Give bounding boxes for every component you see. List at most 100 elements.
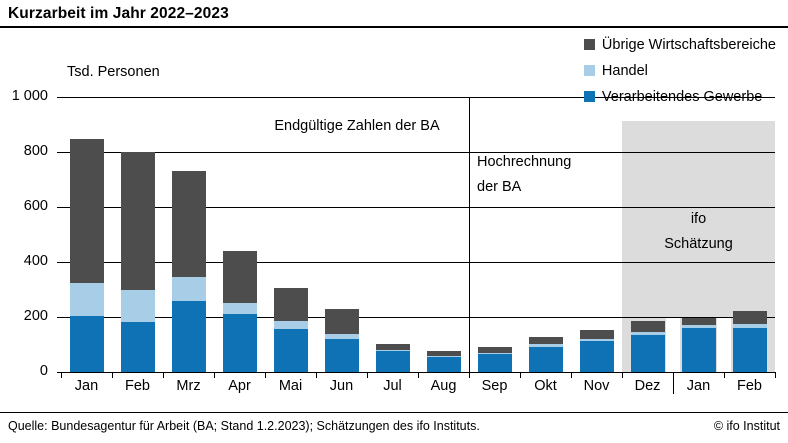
bar-segment-jan-12 <box>681 325 716 329</box>
annotation-ifo-estimate-line2: Schätzung <box>664 236 733 252</box>
legend-item-0: Übrige Wirtschaftsbereiche <box>583 36 776 53</box>
month-label: Dez <box>634 378 661 394</box>
title-divider-line <box>0 26 788 28</box>
legend-label: Übrige Wirtschaftsbereiche <box>601 36 776 53</box>
month-tick <box>61 372 62 378</box>
bar-segment-mai-4 <box>273 329 308 372</box>
bar-segment-apr-3 <box>222 314 257 372</box>
month-tick <box>163 372 164 378</box>
bar-segment-nov-10 <box>579 330 614 339</box>
month-tick <box>571 372 572 378</box>
annotation-ifo-estimate: ifo Schätzung <box>622 207 775 257</box>
bar-segment-jun-5 <box>324 339 359 372</box>
bar-segment-jan-12 <box>681 328 716 372</box>
bar-segment-jan-0 <box>69 283 104 316</box>
bar-segment-dez-11 <box>630 335 665 372</box>
bar-segment-jan-12 <box>681 318 716 326</box>
bar-segment-jan-0 <box>69 139 104 284</box>
bar-segment-nov-10 <box>579 338 614 341</box>
legend-swatch-icon <box>583 91 595 102</box>
bar-segment-okt-9 <box>528 337 563 345</box>
month-label: Jul <box>383 378 402 394</box>
bar-segment-feb-13 <box>732 323 767 328</box>
month-tick <box>316 372 317 378</box>
legend-label: Verarbeitendes Gewerbe <box>601 88 763 105</box>
gridline <box>57 316 775 318</box>
month-label: Jan <box>686 378 711 394</box>
source-note: Quelle: Bundesagentur für Arbeit (BA; St… <box>8 419 480 433</box>
month-tick <box>622 372 623 378</box>
bar-segment-jun-5 <box>324 308 359 334</box>
bar-segment-aug-7 <box>426 357 461 372</box>
month-label: Apr <box>228 378 251 394</box>
bar-segment-jun-5 <box>324 333 359 340</box>
month-label: Mai <box>278 378 303 394</box>
x-axis-line <box>57 371 775 373</box>
legend-swatch-icon <box>583 39 595 50</box>
bar-segment-apr-3 <box>222 250 257 303</box>
gridline <box>57 261 775 263</box>
bar-segment-sep-8 <box>477 352 512 355</box>
y-axis-unit-label: Tsd. Personen <box>67 64 160 80</box>
annotation-extrapolation-line1: Hochrechnung <box>477 154 572 170</box>
annotation-final-figures: Endgültige Zahlen der BA <box>274 118 440 134</box>
estimate-region-gap <box>717 318 731 372</box>
month-tick <box>775 372 776 378</box>
bar-segment-sep-8 <box>477 347 512 353</box>
bar-segment-dez-11 <box>630 332 665 336</box>
copyright-note: © ifo Institut <box>713 419 780 433</box>
month-tick <box>418 372 419 378</box>
bar-segment-jul-6 <box>375 344 410 350</box>
y-tick-label: 800 <box>23 142 48 159</box>
bar-segment-jan-0 <box>69 315 104 372</box>
chart-title: Kurzarbeit im Jahr 2022–2023 <box>8 5 229 22</box>
month-tick <box>520 372 521 378</box>
month-label: Feb <box>125 378 150 394</box>
month-tick <box>673 372 674 378</box>
annotation-ifo-estimate-line1: ifo <box>690 211 707 227</box>
bar-segment-mrz-2 <box>171 276 206 301</box>
gridline <box>57 151 775 153</box>
bar-segment-mai-4 <box>273 287 308 322</box>
bar-segment-aug-7 <box>426 351 461 356</box>
month-tick <box>469 372 470 378</box>
bar-segment-sep-8 <box>477 354 512 372</box>
month-tick <box>724 372 725 378</box>
bar-segment-feb-13 <box>732 327 767 372</box>
legend: Übrige Wirtschaftsbereiche Handel Verarbei… <box>583 36 776 105</box>
y-tick-label: 200 <box>23 307 48 324</box>
year-divider-line <box>672 372 674 394</box>
annotation-extrapolation: Hochrechnung der BA <box>477 150 571 200</box>
month-label: Jun <box>329 378 354 394</box>
bar-segment-feb-1 <box>120 289 155 323</box>
legend-item-1: Handel <box>583 62 776 79</box>
bar-segment-feb-1 <box>120 151 155 290</box>
gridline <box>57 96 775 98</box>
y-tick-label: 400 <box>23 252 48 269</box>
bar-segment-okt-9 <box>528 346 563 372</box>
bar-segment-apr-3 <box>222 302 257 315</box>
bar-segment-dez-11 <box>630 321 665 333</box>
annotation-extrapolation-line2: der BA <box>477 179 522 195</box>
bar-segment-aug-7 <box>426 356 461 358</box>
month-tick <box>265 372 266 378</box>
bar-segment-feb-1 <box>120 322 155 372</box>
y-tick-label: 1 000 <box>11 87 48 104</box>
month-label: Nov <box>583 378 610 394</box>
month-label: Mrz <box>176 378 201 394</box>
ba-divider-line <box>468 96 470 372</box>
month-tick <box>367 372 368 378</box>
legend-label: Handel <box>601 62 648 79</box>
month-tick <box>112 372 113 378</box>
gridline <box>57 206 775 208</box>
y-tick-label: 0 <box>39 363 48 379</box>
bar-segment-mai-4 <box>273 321 308 330</box>
bar-segment-feb-13 <box>732 311 767 324</box>
bar-segment-jul-6 <box>375 349 410 352</box>
bar-segment-nov-10 <box>579 340 614 372</box>
footer-divider-line <box>0 412 788 413</box>
legend-item-2: Verarbeitendes Gewerbe <box>583 88 776 105</box>
month-label: Sep <box>481 378 508 394</box>
bar-segment-okt-9 <box>528 344 563 347</box>
